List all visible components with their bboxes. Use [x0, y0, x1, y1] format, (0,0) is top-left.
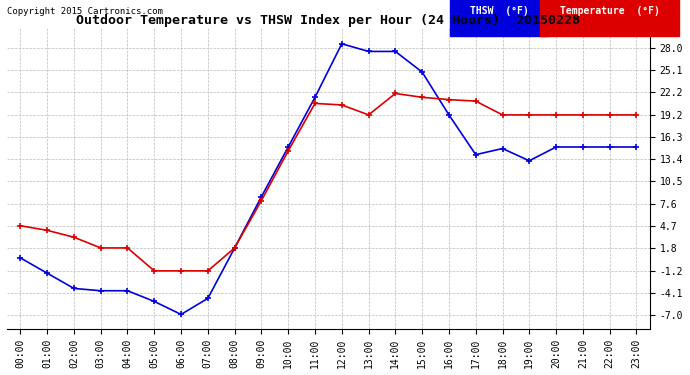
Text: Copyright 2015 Cartronics.com: Copyright 2015 Cartronics.com [7, 8, 163, 16]
Text: Temperature  (°F): Temperature (°F) [560, 6, 660, 16]
Title: Outdoor Temperature vs THSW Index per Hour (24 Hours)  20150228: Outdoor Temperature vs THSW Index per Ho… [77, 14, 580, 27]
Text: THSW  (°F): THSW (°F) [470, 6, 529, 16]
